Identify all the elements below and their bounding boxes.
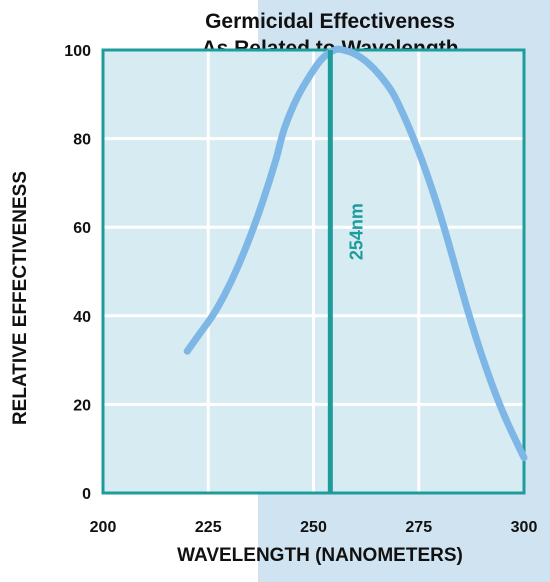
y-tick-label-20: 20 <box>73 397 91 414</box>
marker-label-254nm: 254nm <box>346 203 366 260</box>
effectiveness-curve <box>183 45 528 462</box>
y-tick-labels: 0 20 40 60 80 100 <box>64 43 91 503</box>
y-tick-label-100: 100 <box>64 43 91 60</box>
series-group <box>183 45 528 462</box>
x-tick-labels: 200 225 250 275 300 <box>90 519 538 536</box>
x-tick-label-200: 200 <box>90 519 117 536</box>
x-axis-label: WAVELENGTH (NANOMETERS) <box>177 545 463 566</box>
y-tick-label-40: 40 <box>73 309 91 326</box>
y-tick-label-60: 60 <box>73 220 91 237</box>
x-tick-label-300: 300 <box>511 519 538 536</box>
y-tick-label-0: 0 <box>82 486 91 503</box>
x-tick-label-250: 250 <box>300 519 327 536</box>
annotations-group: 254nm <box>327 50 366 493</box>
x-tick-label-275: 275 <box>405 519 432 536</box>
y-tick-label-80: 80 <box>73 132 91 149</box>
chart-title-line-1: Germicidal Effectiveness <box>205 10 455 33</box>
x-tick-label-225: 225 <box>195 519 222 536</box>
grid-lines <box>104 51 523 492</box>
